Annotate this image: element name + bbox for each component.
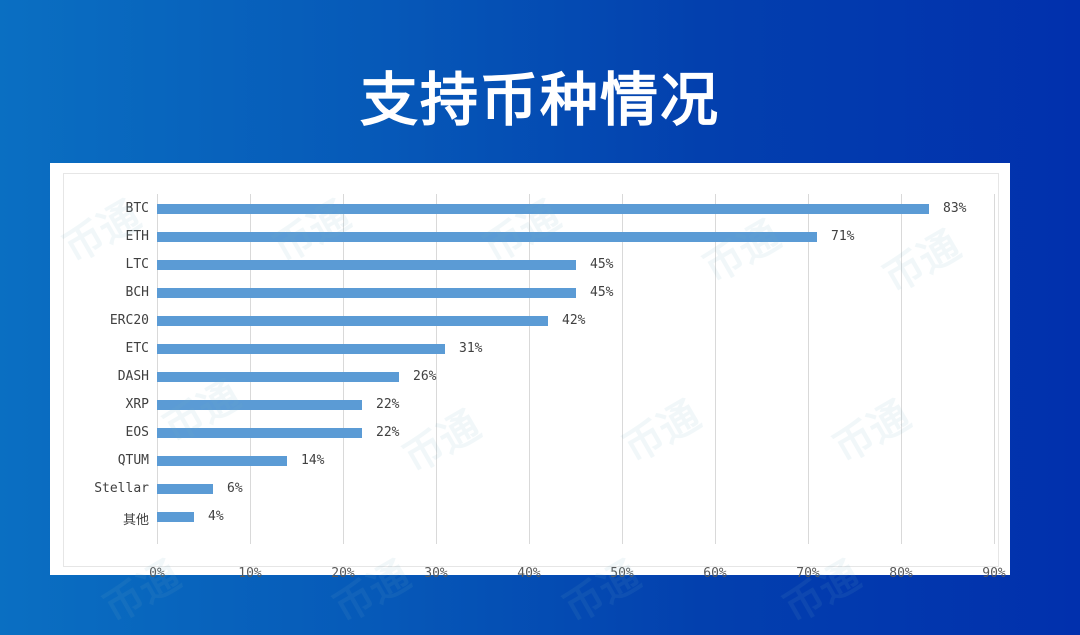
value-label: 6%: [227, 481, 243, 496]
x-tick-label: 20%: [331, 566, 355, 581]
category-label: 其他: [122, 513, 149, 528]
x-tick-label: 10%: [238, 566, 262, 581]
x-tick-label: 50%: [610, 566, 634, 581]
bar: [157, 204, 929, 214]
gridline: [715, 194, 716, 544]
gridline: [808, 194, 809, 544]
gridline: [901, 194, 902, 544]
x-tick-label: 90%: [982, 566, 1006, 581]
plot-area: 0% 10% 20% 30% 40% 50% 60% 70% 80% 90% BTC 83% ETH 71…: [94, 194, 1006, 581]
x-tick-label: 40%: [517, 566, 541, 581]
gridline: [529, 194, 530, 544]
bar-row: ETC 31%: [126, 335, 994, 363]
x-tick-label: 0%: [149, 566, 165, 581]
gridline: [436, 194, 437, 544]
value-label: 83%: [943, 201, 967, 216]
category-label: EOS: [125, 425, 149, 440]
page-title: 支持币种情况: [359, 66, 720, 134]
bar-row: ERC20 42%: [110, 307, 994, 335]
bar-row: 其他 4%: [123, 503, 994, 531]
category-label: ERC20: [109, 313, 149, 328]
value-label: 31%: [459, 341, 483, 356]
gridline: [994, 194, 995, 544]
chart-frame: 0% 10% 20% 30% 40% 50% 60% 70% 80% 90% BTC 83% ETH 71…: [63, 173, 1006, 581]
chart-card: 0% 10% 20% 30% 40% 50% 60% 70% 80% 90% BTC 83% ETH 71…: [50, 163, 1010, 581]
category-label: DASH: [117, 369, 149, 384]
bar: [157, 512, 194, 522]
bar: [157, 260, 576, 270]
bar: [157, 232, 817, 242]
bar-row: DASH 26%: [118, 363, 994, 391]
x-tick-label: 30%: [424, 566, 448, 581]
value-label: 4%: [208, 509, 224, 524]
bar-row: BTC 83%: [126, 195, 994, 223]
value-label: 45%: [590, 285, 614, 300]
x-tick-label: 70%: [796, 566, 820, 581]
category-label: LTC: [125, 257, 149, 272]
bar: [157, 288, 576, 298]
value-label: 45%: [590, 257, 614, 272]
bar: [157, 344, 445, 354]
bar-row: Stellar 6%: [94, 475, 994, 503]
value-label: 14%: [301, 453, 325, 468]
value-label: 71%: [831, 229, 855, 244]
value-label: 22%: [376, 425, 400, 440]
category-label: XRP: [125, 397, 149, 412]
bar: [157, 372, 399, 382]
bar: [157, 400, 362, 410]
value-label: 22%: [376, 397, 400, 412]
bar-row: ETH 71%: [126, 223, 994, 251]
bar: [157, 316, 548, 326]
bar-row: EOS 22%: [126, 419, 994, 447]
bar: [157, 456, 287, 466]
x-tick-label: 60%: [703, 566, 727, 581]
bar-row: LTC 45%: [126, 251, 994, 279]
category-label: Stellar: [94, 481, 149, 496]
bar-row: XRP 22%: [126, 391, 994, 419]
gridline: [622, 194, 623, 544]
gridline: [250, 194, 251, 544]
value-label: 42%: [562, 313, 586, 328]
category-label: QTUM: [117, 453, 149, 468]
category-label: ETH: [125, 229, 149, 244]
category-label: BCH: [125, 285, 149, 300]
bar: [157, 484, 213, 494]
bar-row: QTUM 14%: [118, 447, 994, 475]
gridline: [343, 194, 344, 544]
value-label: 26%: [413, 369, 437, 384]
gridline: [157, 194, 158, 544]
bar-row: BCH 45%: [126, 279, 994, 307]
category-label: BTC: [125, 201, 149, 216]
category-label: ETC: [125, 341, 149, 356]
bar: [157, 428, 362, 438]
x-tick-label: 80%: [889, 566, 913, 581]
